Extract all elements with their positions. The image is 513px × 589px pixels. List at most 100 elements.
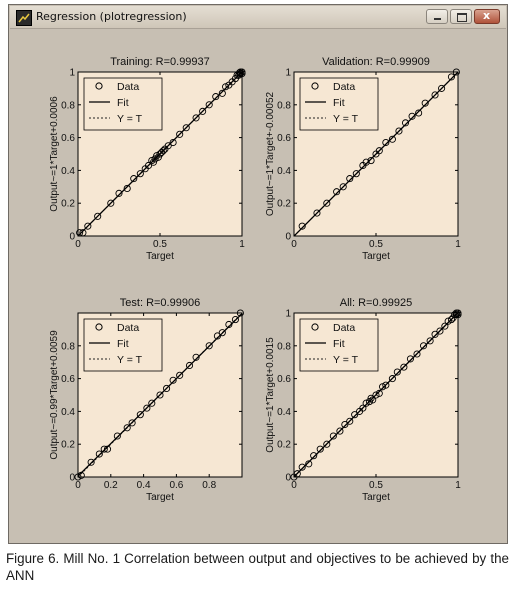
data-point bbox=[159, 147, 167, 155]
data-point bbox=[454, 311, 462, 319]
data-point bbox=[447, 73, 455, 81]
data-point bbox=[113, 432, 121, 440]
data-point bbox=[352, 170, 360, 178]
legend-data-marker bbox=[95, 82, 103, 90]
data-point bbox=[362, 399, 370, 407]
x-tick-label: 0.8 bbox=[202, 480, 216, 491]
data-point bbox=[185, 361, 194, 370]
y-axis-label: Output~=1*Target+0.0015 bbox=[265, 337, 276, 453]
legend-entry: Data bbox=[117, 81, 139, 93]
data-point bbox=[372, 391, 380, 399]
data-point bbox=[406, 355, 414, 363]
data-point bbox=[351, 411, 359, 419]
window-title: Regression (plotregression) bbox=[36, 10, 187, 23]
data-point bbox=[143, 404, 151, 412]
data-point bbox=[379, 383, 387, 391]
x-tick-label: 0 bbox=[291, 480, 297, 491]
plot-title: Validation: R=0.99909 bbox=[322, 56, 430, 68]
y-tick-label: 0.2 bbox=[61, 440, 75, 451]
data-point bbox=[218, 329, 226, 337]
data-point bbox=[452, 309, 460, 317]
data-point bbox=[231, 316, 239, 324]
data-point bbox=[436, 327, 444, 335]
data-point bbox=[365, 398, 373, 406]
data-point bbox=[388, 135, 396, 143]
data-point bbox=[336, 427, 344, 435]
maximize-button[interactable] bbox=[450, 9, 472, 24]
data-point bbox=[323, 440, 331, 448]
data-point bbox=[395, 127, 403, 135]
matlab-figure-icon bbox=[16, 10, 32, 26]
y-tick-label: 0 bbox=[69, 232, 75, 243]
y-tick-label: 0.4 bbox=[277, 166, 291, 177]
legend-entry: Fit bbox=[333, 338, 345, 350]
y-tick-label: 0.2 bbox=[61, 199, 75, 210]
y-axis-label: Output~=1*Target+0.0006 bbox=[49, 96, 60, 212]
fit-line bbox=[293, 312, 459, 478]
x-tick-label: 1 bbox=[239, 239, 245, 250]
y-tick-label: 0.2 bbox=[277, 199, 291, 210]
data-point bbox=[421, 99, 429, 107]
data-point bbox=[169, 376, 177, 384]
x-tick-label: 0.4 bbox=[137, 480, 151, 491]
data-point bbox=[316, 445, 324, 453]
y-tick-label: 0 bbox=[285, 473, 291, 484]
window-titlebar[interactable]: Regression (plotregression) x bbox=[10, 6, 506, 29]
maximize-icon bbox=[457, 13, 467, 22]
data-point bbox=[298, 463, 306, 471]
legend-entry: Data bbox=[333, 81, 355, 93]
data-point bbox=[235, 69, 244, 77]
data-point bbox=[382, 381, 390, 389]
data-point bbox=[367, 394, 375, 402]
legend-entry: Data bbox=[333, 322, 355, 334]
data-point bbox=[151, 155, 159, 163]
data-point bbox=[156, 391, 164, 399]
data-point bbox=[393, 368, 401, 376]
x-tick-label: 0.5 bbox=[369, 480, 383, 491]
data-point bbox=[123, 184, 131, 192]
data-point bbox=[420, 342, 428, 350]
data-point bbox=[205, 342, 213, 350]
data-point bbox=[87, 458, 95, 466]
data-point bbox=[236, 309, 244, 317]
y-tick-label: 0.8 bbox=[61, 341, 75, 352]
x-axis-label: Target bbox=[362, 251, 390, 262]
data-point bbox=[199, 107, 207, 115]
legend-entry: Fit bbox=[117, 97, 129, 109]
legend-entry: Data bbox=[117, 322, 139, 334]
y-tick-label: 0.6 bbox=[61, 374, 75, 385]
y-axis-label: Output~=1*Target+-0.00052 bbox=[265, 91, 276, 216]
data-point bbox=[222, 83, 230, 91]
data-point bbox=[431, 330, 439, 338]
data-point bbox=[236, 68, 244, 76]
data-point bbox=[313, 209, 321, 217]
fit-line bbox=[77, 313, 243, 477]
y-tick-label: 0.8 bbox=[61, 100, 75, 111]
minimize-button[interactable] bbox=[426, 9, 448, 24]
data-point bbox=[367, 157, 375, 165]
data-point bbox=[452, 68, 460, 76]
data-point bbox=[100, 445, 108, 453]
data-point bbox=[339, 183, 347, 191]
y-tick-label: 0.8 bbox=[277, 341, 291, 352]
data-point bbox=[305, 460, 313, 468]
data-point bbox=[323, 199, 331, 207]
data-point bbox=[148, 157, 156, 165]
data-point bbox=[447, 316, 455, 324]
data-point bbox=[346, 175, 354, 183]
data-point bbox=[148, 399, 156, 407]
legend-data-marker bbox=[95, 323, 103, 331]
x-tick-label: 0 bbox=[291, 239, 297, 250]
x-axis-label: Target bbox=[146, 492, 174, 503]
y-tick-label: 1 bbox=[285, 68, 291, 79]
data-point bbox=[205, 101, 213, 109]
data-point bbox=[441, 322, 449, 330]
data-point bbox=[153, 152, 161, 160]
close-button[interactable]: x bbox=[474, 9, 500, 24]
x-axis-label: Target bbox=[362, 492, 390, 503]
data-point bbox=[375, 389, 383, 397]
legend-data-marker bbox=[311, 323, 319, 331]
data-point bbox=[130, 175, 138, 183]
data-point bbox=[298, 222, 306, 230]
data-point bbox=[123, 424, 131, 432]
